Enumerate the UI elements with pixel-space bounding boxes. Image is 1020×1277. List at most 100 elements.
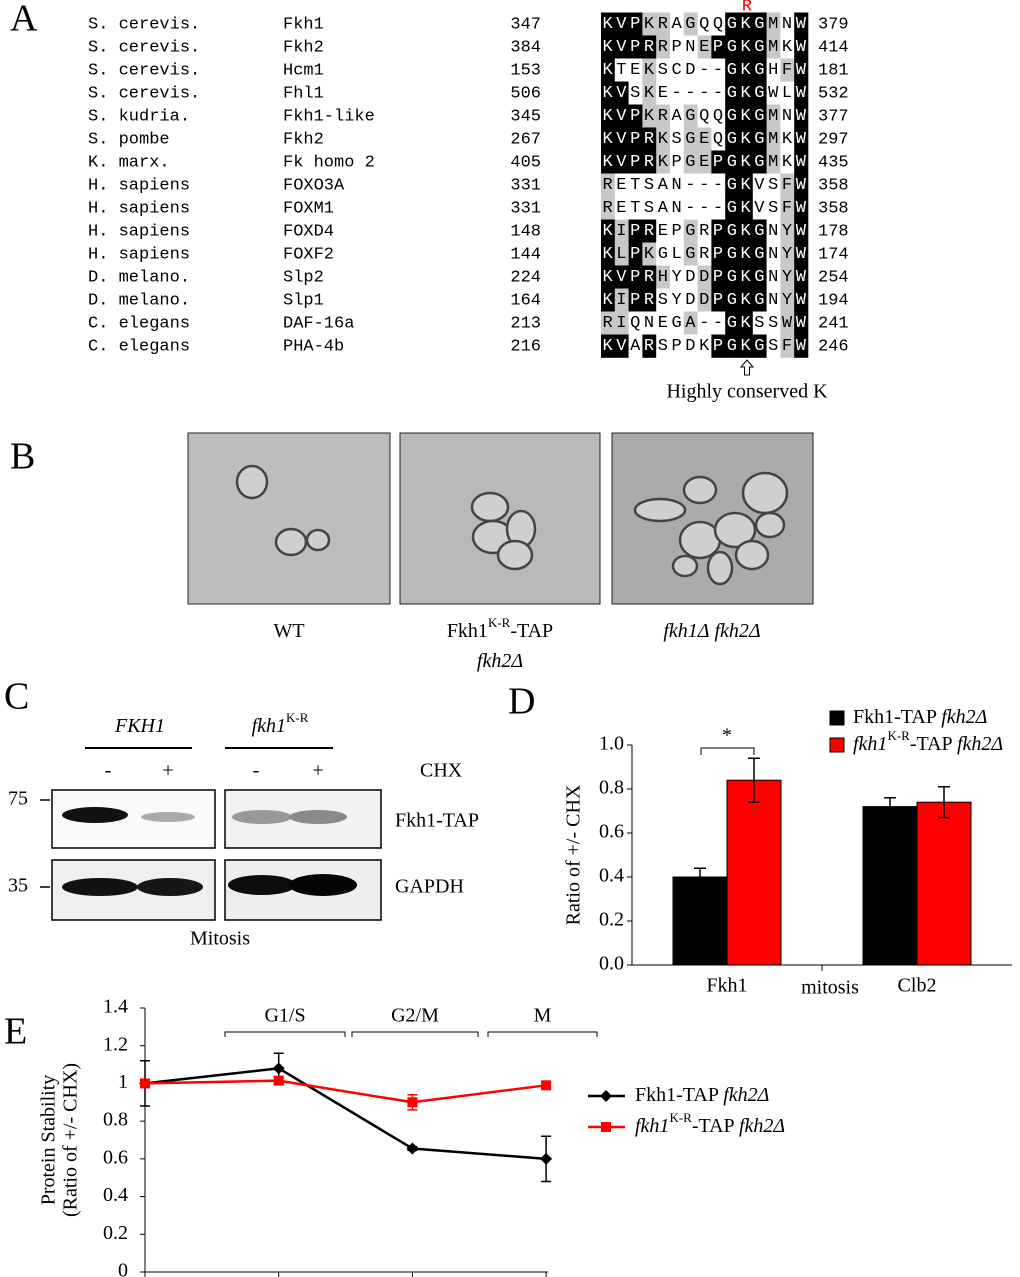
residue-shade [739,196,754,220]
residue-shade [697,334,712,358]
residue-shade [614,150,629,174]
residue-shade [752,81,767,105]
residue-shade [794,35,809,59]
phase-label: M [534,1005,552,1027]
residue-shade [711,219,726,243]
residue-shade [601,104,616,128]
residue-shade [670,12,685,36]
residue-shade [642,58,657,82]
residue-shade [670,242,685,266]
residue-shade [670,288,685,312]
residue-shade [766,35,781,59]
residue-shade [601,311,616,335]
residue-shade [642,311,657,335]
group-label: fkh1K-R [252,710,309,736]
residue-shade [601,196,616,220]
panel-label: B [10,436,35,478]
residue-shade [697,311,712,335]
x-tick-label: Clb2 [898,975,937,997]
residue-shade [642,127,657,151]
residue-shade [711,173,726,197]
residue-shade [725,219,740,243]
error-bar [694,867,706,887]
residue-shade [628,104,643,128]
residue-shade [628,242,643,266]
residue-shade [780,127,795,151]
residue-shade [725,104,740,128]
protein: FOXO3A [283,176,345,195]
residue-shade [670,334,685,358]
residue-shade [614,173,629,197]
species: H. sapiens [88,245,190,264]
residue-shade [794,311,809,335]
bar [726,779,782,966]
residue-shade [766,58,781,82]
residue-shade [656,127,671,151]
residue-shade [601,58,616,82]
residue-shade [642,104,657,128]
residue-shade [656,104,671,128]
species: D. melano. [88,291,190,310]
residue-shade [670,219,685,243]
residue-shade [725,127,740,151]
residue-shade [739,150,754,174]
protein: Fk homo 2 [283,153,375,172]
residue-shade [601,334,616,358]
row-label: GAPDH [395,876,464,898]
legend-swatch [829,710,845,726]
protein: Slp1 [283,291,324,310]
end: 377 [818,107,849,126]
end: 194 [818,291,849,310]
residue-shade [752,58,767,82]
residue-shade [780,12,795,36]
micrographs [187,432,814,605]
residue-shade [642,150,657,174]
phase-bracket [351,1031,479,1037]
residue-shade [711,311,726,335]
residue-shade [725,35,740,59]
residue-shade [656,12,671,36]
residue-shade [766,311,781,335]
residue-shade [656,334,671,358]
residue-shade [725,196,740,220]
residue-shade [614,58,629,82]
residue-shade [614,265,629,289]
bar [916,801,972,966]
residue-shade [725,334,740,358]
residue-shade [642,288,657,312]
residue-shade [766,173,781,197]
residue-shade [670,173,685,197]
residue-shade [670,196,685,220]
residue-shade [725,150,740,174]
residue-shade [780,35,795,59]
treatment: - [253,760,260,782]
y-tick-label: 0 [118,1260,128,1277]
residue-shade [794,81,809,105]
end: 532 [818,84,849,103]
species: C. elegans [88,314,190,333]
start: 213 [510,314,541,333]
end: 254 [818,268,849,287]
residue-shade [711,81,726,105]
species: C. elegans [88,337,190,356]
residue-shade [683,81,698,105]
legend-label: fkh1K-R-TAP fkh2Δ [635,1110,785,1136]
residue-shade [752,127,767,151]
species: S. kudria. [88,107,190,126]
residue-shade [614,242,629,266]
residue-shade [739,12,754,36]
residue-shade [670,35,685,59]
legend-marker [601,1122,611,1132]
residue-shade [697,173,712,197]
residue-shade [739,265,754,289]
residue-shade [725,288,740,312]
residue-shade [766,288,781,312]
end: 358 [818,176,849,195]
residue-shade [780,311,795,335]
residue-shade [697,104,712,128]
error-bar [884,797,896,817]
residue-shade [670,104,685,128]
residue-shade [725,242,740,266]
